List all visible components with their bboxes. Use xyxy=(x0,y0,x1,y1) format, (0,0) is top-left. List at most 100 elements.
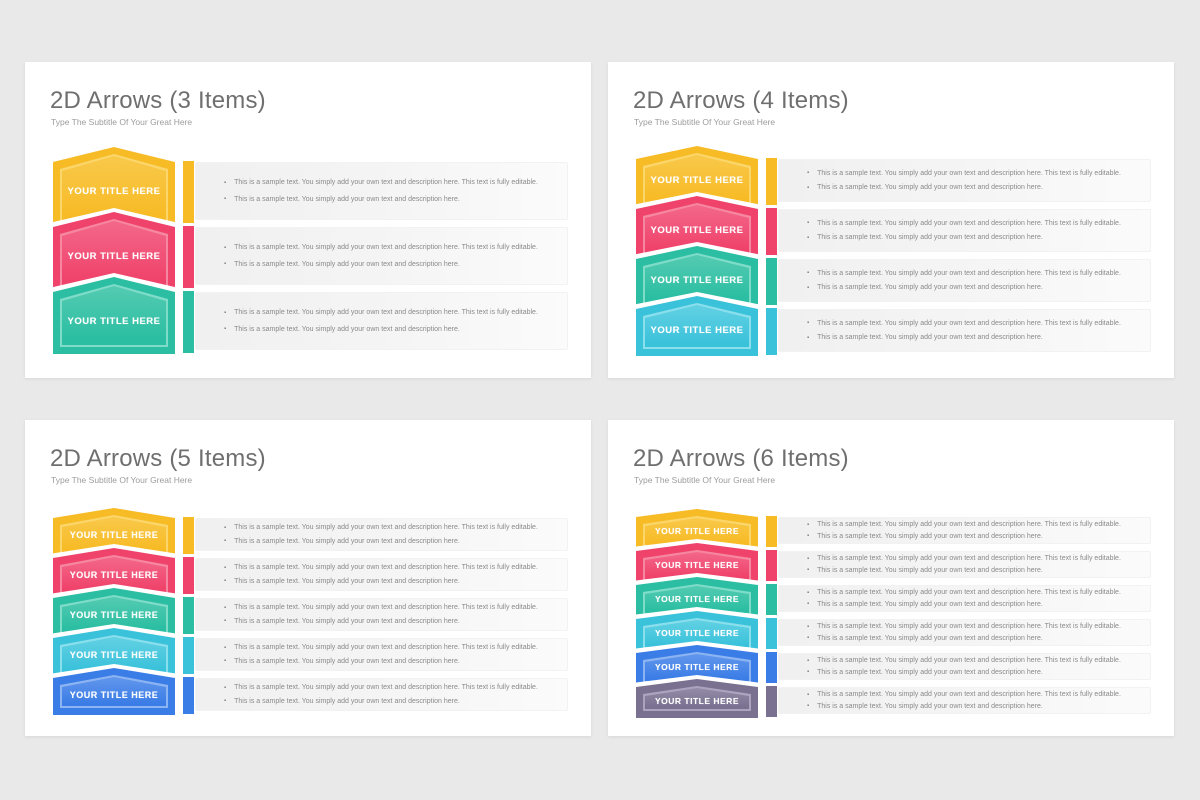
bullet-marker: ▪ xyxy=(807,320,810,327)
arrow-title: YOUR TITLE HERE xyxy=(67,315,161,327)
arrow-inner xyxy=(645,688,749,709)
slide-subtitle: Type The Subtitle Of Your Great Here xyxy=(634,475,776,485)
description-panel: ▪ This is a sample text. You simply add y… xyxy=(778,653,1151,680)
bullet-item: ▪ This is a sample text. You simply add y… xyxy=(224,195,567,204)
arrow-title: YOUR TITLE HERE xyxy=(69,689,159,700)
slide-subtitle: Type The Subtitle Of Your Great Here xyxy=(634,117,776,127)
slide-card-3-items[interactable]: 2D Arrows (3 Items) Type The Subtitle Of… xyxy=(25,62,591,378)
arrow-outer-band xyxy=(53,588,175,641)
bullet-marker: ▪ xyxy=(807,533,810,540)
accent-bar xyxy=(183,517,194,554)
bullet-text: This is a sample text. You simply add yo… xyxy=(234,644,538,652)
bullet-marker: ▪ xyxy=(224,309,227,316)
bullet-text: This is a sample text. You simply add yo… xyxy=(817,169,1121,177)
bullet-marker: ▪ xyxy=(224,244,227,251)
arrow-title: YOUR TITLE HERE xyxy=(654,593,739,604)
slide-card-6-items[interactable]: 2D Arrows (6 Items) Type The Subtitle Of… xyxy=(608,420,1174,736)
slide-subtitle: Type The Subtitle Of Your Great Here xyxy=(51,475,193,485)
bullet-item: ▪ This is a sample text. You simply add y… xyxy=(807,656,1150,665)
bullet-marker: ▪ xyxy=(224,524,227,531)
accent-bar xyxy=(766,652,777,683)
bullet-text: This is a sample text. You simply add yo… xyxy=(234,244,538,252)
bullet-item: ▪ This is a sample text. You simply add y… xyxy=(224,617,567,626)
slide-card-5-items[interactable]: 2D Arrows (5 Items) Type The Subtitle Of… xyxy=(25,420,591,736)
bullet-marker: ▪ xyxy=(224,196,227,203)
arrow-outer-band xyxy=(53,147,175,230)
description-panel: ▪ This is a sample text. You simply add y… xyxy=(195,678,568,711)
bullet-item: ▪ This is a sample text. You simply add y… xyxy=(807,233,1150,242)
bullet-item: ▪ This is a sample text. You simply add y… xyxy=(807,702,1150,711)
bullet-marker: ▪ xyxy=(807,601,810,608)
arrow-shape: YOUR TITLE HERE xyxy=(49,664,179,719)
accent-bar xyxy=(183,637,194,674)
description-panel: ▪ This is a sample text. You simply add y… xyxy=(195,292,568,350)
description-panel: ▪ This is a sample text. You simply add y… xyxy=(195,227,568,285)
bullet-text: This is a sample text. You simply add yo… xyxy=(234,260,460,268)
bullet-marker: ▪ xyxy=(224,326,227,333)
arrow-title: YOUR TITLE HERE xyxy=(650,325,744,336)
bullet-item: ▪ This is a sample text. You simply add y… xyxy=(224,697,567,706)
accent-bar xyxy=(766,550,777,581)
bullet-marker: ▪ xyxy=(224,604,227,611)
accent-bar xyxy=(183,291,194,353)
bullet-item: ▪ This is a sample text. You simply add y… xyxy=(224,563,567,572)
arrow-shape: YOUR TITLE HERE xyxy=(632,292,762,360)
arrow-shape: YOUR TITLE HERE xyxy=(49,143,179,234)
slide-title: 2D Arrows (6 Items) xyxy=(633,445,849,472)
bullet-text: This is a sample text. You simply add yo… xyxy=(234,325,460,333)
bullet-marker: ▪ xyxy=(807,691,810,698)
bullet-item: ▪ This is a sample text. You simply add y… xyxy=(807,520,1150,529)
bullet-text: This is a sample text. You simply add yo… xyxy=(817,269,1121,277)
arrow-shape: YOUR TITLE HERE xyxy=(49,273,179,358)
arrow-title: YOUR TITLE HERE xyxy=(654,627,739,638)
accent-bar xyxy=(183,557,194,594)
bullet-item: ▪ This is a sample text. You simply add y… xyxy=(807,219,1150,228)
slide-subtitle: Type The Subtitle Of Your Great Here xyxy=(51,117,193,127)
bullet-text: This is a sample text. You simply add yo… xyxy=(817,319,1121,327)
slide-title: 2D Arrows (3 Items) xyxy=(50,87,266,114)
accent-bar xyxy=(766,618,777,649)
bullet-item: ▪ This is a sample text. You simply add y… xyxy=(224,683,567,692)
bullet-marker: ▪ xyxy=(224,618,227,625)
bullet-item: ▪ This is a sample text. You simply add y… xyxy=(224,523,567,532)
bullet-text: This is a sample text. You simply add yo… xyxy=(234,179,538,187)
bullet-item: ▪ This is a sample text. You simply add y… xyxy=(224,308,567,317)
description-panel: ▪ This is a sample text. You simply add y… xyxy=(778,159,1151,202)
slide-card-4-items[interactable]: 2D Arrows (4 Items) Type The Subtitle Of… xyxy=(608,62,1174,378)
bullet-item: ▪ This is a sample text. You simply add y… xyxy=(807,566,1150,575)
arrow-title: YOUR TITLE HERE xyxy=(654,661,739,672)
arrow-shape: YOUR TITLE HERE xyxy=(632,675,762,722)
bullet-marker: ▪ xyxy=(807,555,810,562)
arrow-list: YOUR TITLE HERE ▪ This is a sample text. … xyxy=(608,505,1174,722)
bullet-text: This is a sample text. You simply add yo… xyxy=(234,657,460,665)
accent-bar xyxy=(766,208,777,255)
bullet-text: This is a sample text. You simply add yo… xyxy=(817,668,1043,676)
bullet-marker: ▪ xyxy=(807,657,810,664)
bullet-text: This is a sample text. You simply add yo… xyxy=(817,623,1121,631)
arrow-list: YOUR TITLE HERE ▪ This is a sample text. … xyxy=(25,143,591,358)
arrow-list: YOUR TITLE HERE ▪ This is a sample text. … xyxy=(608,142,1174,360)
slide-title: 2D Arrows (5 Items) xyxy=(50,445,266,472)
bullet-item: ▪ This is a sample text. You simply add y… xyxy=(807,183,1150,192)
arrow-outer-band xyxy=(636,679,758,718)
bullet-marker: ▪ xyxy=(224,578,227,585)
bullet-item: ▪ This is a sample text. You simply add y… xyxy=(807,319,1150,328)
accent-bar xyxy=(183,161,194,223)
description-panel: ▪ This is a sample text. You simply add y… xyxy=(778,585,1151,612)
bullet-item: ▪ This is a sample text. You simply add y… xyxy=(224,537,567,546)
bullet-text: This is a sample text. You simply add yo… xyxy=(817,566,1043,574)
bullet-item: ▪ This is a sample text. You simply add y… xyxy=(224,178,567,187)
arrow-title: YOUR TITLE HERE xyxy=(654,559,739,570)
bullet-text: This is a sample text. You simply add yo… xyxy=(234,684,538,692)
arrow-item-row: YOUR TITLE HERE ▪ This is a sample text. … xyxy=(25,664,591,719)
bullet-marker: ▪ xyxy=(807,284,810,291)
arrow-stroke xyxy=(60,284,168,347)
bullet-text: This is a sample text. You simply add yo… xyxy=(817,532,1043,540)
bullet-item: ▪ This is a sample text. You simply add y… xyxy=(807,333,1150,342)
bullet-text: This is a sample text. You simply add yo… xyxy=(817,589,1121,597)
arrow-title: YOUR TITLE HERE xyxy=(69,649,159,660)
accent-bar xyxy=(766,686,777,717)
accent-bar xyxy=(183,226,194,288)
arrow-title: YOUR TITLE HERE xyxy=(654,525,739,536)
